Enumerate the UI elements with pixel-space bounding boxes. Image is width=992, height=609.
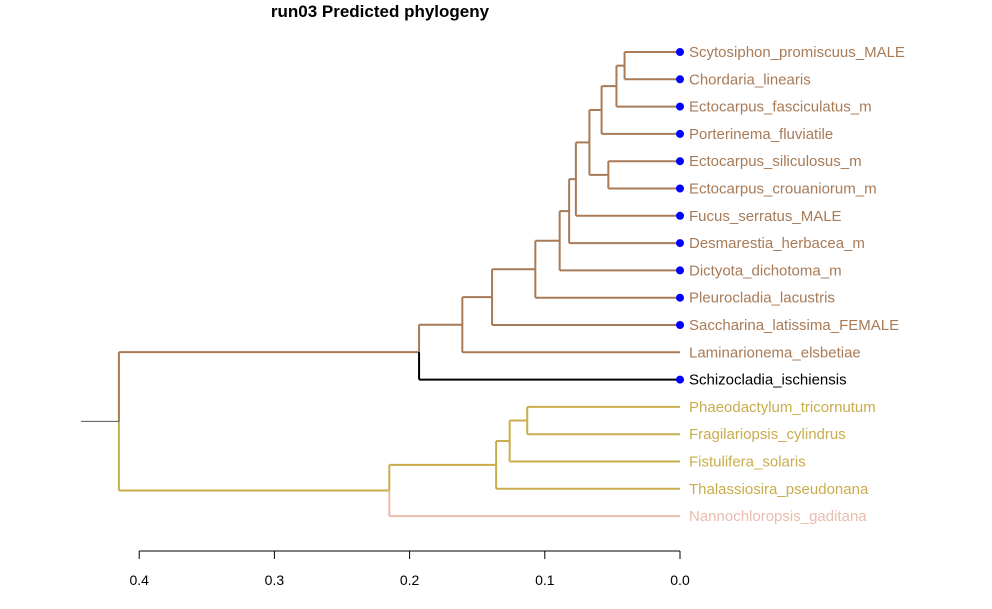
axis-tick-label: 0.1 (535, 572, 555, 588)
tip-labels: Scytosiphon_promiscuus_MALE Chordaria_lin… (676, 44, 905, 525)
tip-marker (676, 293, 684, 302)
tip-label: Nannochloropsis_gaditana (689, 508, 867, 525)
tip-marker (676, 157, 684, 166)
axis-tick-label: 0.0 (670, 572, 690, 588)
tip-label: Chordaria_linearis (689, 71, 811, 88)
tip-label: Fistulifera_solaris (689, 454, 806, 471)
plot-title: run03 Predicted phylogeny (271, 2, 490, 21)
tip-marker (676, 375, 684, 384)
tip-label: Ectocarpus_siliculosus_m (689, 153, 862, 170)
tip-label: Pleurocladia_lacustris (689, 290, 835, 307)
tip-marker (676, 102, 684, 111)
tip-label: Porterinema_fluviatile (689, 126, 833, 143)
tip-marker (676, 129, 684, 138)
axis-tick-label: 0.3 (265, 572, 285, 588)
tip-label: Thalassiosira_pseudonana (689, 481, 869, 498)
tip-marker (676, 239, 684, 248)
tip-marker (676, 266, 684, 275)
tip-label: Saccharina_latissima_FEMALE (689, 317, 899, 334)
depth-axis: 0.4 0.3 0.2 0.1 0.0 (129, 550, 690, 588)
tip-label: Laminarionema_elsbetiae (689, 344, 861, 361)
tip-label: Schizocladia_ischiensis (689, 372, 847, 389)
tip-label: Fragilariopsis_cylindrus (689, 426, 846, 443)
tip-label: Fucus_serratus_MALE (689, 208, 842, 225)
tip-label: Ectocarpus_crouaniorum_m (689, 181, 877, 198)
tip-label: Ectocarpus_fasciculatus_m (689, 99, 872, 116)
axis-tick-label: 0.2 (400, 572, 420, 588)
tip-label: Scytosiphon_promiscuus_MALE (689, 44, 905, 61)
tip-marker (676, 184, 684, 193)
tip-label: Phaeodactylum_tricornutum (689, 399, 876, 416)
tip-marker (676, 211, 684, 220)
tip-label: Desmarestia_herbacea_m (689, 235, 865, 252)
tip-marker (676, 48, 684, 56)
tree-branches (81, 51, 680, 518)
tip-marker (676, 75, 684, 84)
tip-label: Dictyota_dichotoma_m (689, 262, 842, 279)
tip-marker (676, 321, 684, 329)
axis-tick-label: 0.4 (129, 572, 149, 588)
